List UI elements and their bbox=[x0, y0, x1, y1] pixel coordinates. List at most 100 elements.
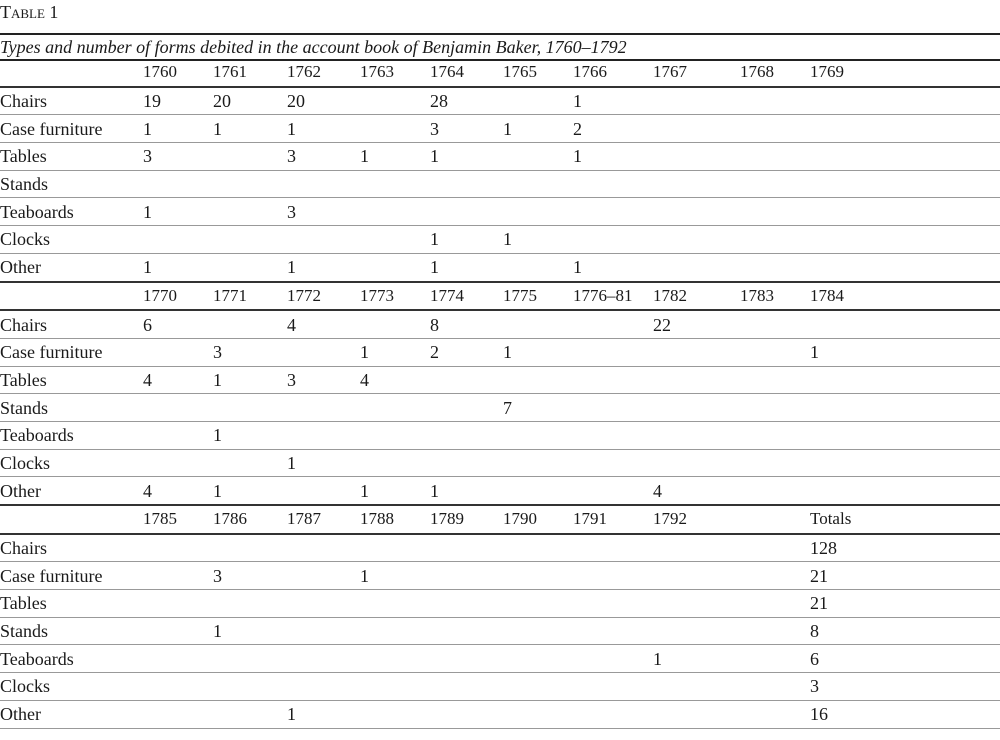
cell-value bbox=[503, 421, 573, 450]
column-header: 1766 bbox=[573, 59, 653, 88]
row-label: Teaboards bbox=[0, 421, 143, 450]
cell-value bbox=[573, 533, 653, 563]
cell-value: 1 bbox=[503, 338, 573, 367]
table-row: Tables 4 1 3 4 bbox=[0, 366, 1000, 395]
column-header: Totals bbox=[810, 504, 1000, 535]
cell-value bbox=[213, 533, 287, 563]
cell-value bbox=[740, 253, 810, 283]
cell-value: 3 bbox=[287, 142, 360, 171]
cell-value bbox=[653, 197, 740, 227]
cell-value bbox=[287, 589, 360, 618]
cell-value bbox=[503, 533, 573, 563]
cell-value: 3 bbox=[213, 338, 287, 367]
cell-value: 1 bbox=[287, 253, 360, 283]
cell-value bbox=[143, 393, 213, 422]
row-label: Tables bbox=[0, 589, 143, 618]
cell-value bbox=[740, 476, 810, 506]
table-row: Case furniture 3 1 2 1 1 bbox=[0, 338, 1000, 367]
cell-value bbox=[360, 310, 430, 339]
cell-value bbox=[430, 672, 503, 701]
cell-value bbox=[810, 142, 1000, 171]
cell-value bbox=[143, 644, 213, 674]
cell-value bbox=[143, 617, 213, 646]
cell-value bbox=[740, 672, 810, 701]
cell-value bbox=[810, 253, 1000, 283]
row-label: Chairs bbox=[0, 310, 143, 339]
table-row: Teaboards 1 3 bbox=[0, 197, 1000, 227]
cell-value bbox=[810, 421, 1000, 450]
cell-value: 1 bbox=[430, 142, 503, 171]
cell-value bbox=[573, 170, 653, 199]
table-row: Stands 1 8 bbox=[0, 617, 1000, 646]
row-label: Teaboards bbox=[0, 644, 143, 674]
cell-value bbox=[573, 225, 653, 254]
cell-value: 1 bbox=[213, 366, 287, 395]
cell-value bbox=[653, 142, 740, 171]
cell-value bbox=[213, 197, 287, 227]
table-row: Tables 3 3 1 1 1 bbox=[0, 142, 1000, 171]
cell-value: 1 bbox=[653, 644, 740, 674]
cell-value bbox=[573, 393, 653, 422]
cell-value bbox=[360, 114, 430, 144]
cell-value: 1 bbox=[287, 449, 360, 478]
cell-value: 1 bbox=[430, 225, 503, 254]
cell-value bbox=[653, 86, 740, 116]
column-header: 1762 bbox=[287, 59, 360, 88]
cell-value bbox=[143, 421, 213, 450]
header-row: 1785 1786 1787 1788 1789 1790 1791 1792 Totals bbox=[0, 504, 1000, 535]
cell-value bbox=[810, 86, 1000, 116]
cell-value: 2 bbox=[430, 338, 503, 367]
cell-value: 1 bbox=[143, 114, 213, 144]
cell-value bbox=[740, 449, 810, 478]
cell-value bbox=[213, 449, 287, 478]
cell-value bbox=[360, 700, 430, 729]
cell-value: 3 bbox=[810, 672, 1000, 701]
row-label: Chairs bbox=[0, 533, 143, 563]
column-header: 1775 bbox=[503, 280, 573, 312]
cell-value bbox=[287, 561, 360, 591]
cell-value bbox=[360, 253, 430, 283]
cell-value: 7 bbox=[503, 393, 573, 422]
cell-value: 1 bbox=[430, 253, 503, 283]
cell-value bbox=[213, 672, 287, 701]
cell-value bbox=[360, 449, 430, 478]
cell-value bbox=[573, 700, 653, 729]
cell-value bbox=[213, 253, 287, 283]
cell-value bbox=[653, 338, 740, 367]
cell-value bbox=[360, 533, 430, 563]
column-header: 1773 bbox=[360, 280, 430, 312]
cell-value bbox=[143, 449, 213, 478]
cell-value bbox=[360, 393, 430, 422]
cell-value bbox=[740, 338, 810, 367]
table-row: Chairs 6 4 8 22 bbox=[0, 310, 1000, 339]
cell-value: 1 bbox=[573, 86, 653, 116]
row-label: Tables bbox=[0, 142, 143, 171]
cell-value bbox=[287, 225, 360, 254]
cell-value bbox=[430, 393, 503, 422]
cell-value: 1 bbox=[503, 114, 573, 144]
table-row: Chairs 128 bbox=[0, 533, 1000, 563]
cell-value: 20 bbox=[287, 86, 360, 116]
cell-value: 1 bbox=[143, 253, 213, 283]
cell-value bbox=[213, 644, 287, 674]
cell-value bbox=[213, 700, 287, 729]
cell-value bbox=[503, 476, 573, 506]
cell-value bbox=[653, 366, 740, 395]
cell-value bbox=[287, 338, 360, 367]
table-row: Clocks 3 bbox=[0, 672, 1000, 701]
cell-value: 1 bbox=[573, 253, 653, 283]
cell-value: 1 bbox=[810, 338, 1000, 367]
cell-value bbox=[740, 533, 810, 563]
cell-value: 6 bbox=[143, 310, 213, 339]
cell-value bbox=[287, 393, 360, 422]
cell-value bbox=[213, 225, 287, 254]
cell-value: 4 bbox=[360, 366, 430, 395]
cell-value bbox=[503, 310, 573, 339]
cell-value: 4 bbox=[287, 310, 360, 339]
table-row: Chairs 19 20 20 28 1 bbox=[0, 86, 1000, 116]
header-row: 1760 1761 1762 1763 1764 1765 1766 1767 1768 1769 bbox=[0, 59, 1000, 88]
cell-value: 1 bbox=[213, 114, 287, 144]
table-row: Stands bbox=[0, 170, 1000, 199]
table-row: Stands 7 bbox=[0, 393, 1000, 422]
cell-value bbox=[360, 672, 430, 701]
